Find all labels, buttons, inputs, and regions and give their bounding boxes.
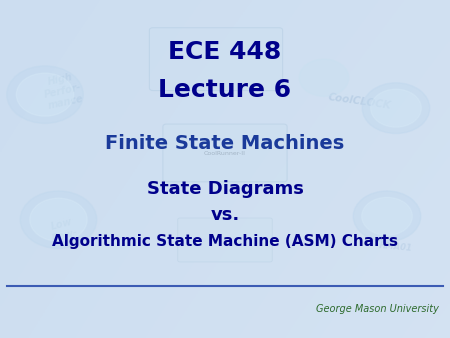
FancyBboxPatch shape: [149, 28, 283, 91]
Circle shape: [20, 191, 97, 248]
Text: Algorithmic State Machine (ASM) Charts: Algorithmic State Machine (ASM) Charts: [52, 234, 398, 249]
Circle shape: [362, 197, 412, 235]
Circle shape: [16, 73, 74, 116]
Circle shape: [299, 59, 349, 96]
Text: Lecture 6: Lecture 6: [158, 77, 292, 102]
FancyBboxPatch shape: [163, 124, 287, 182]
Text: Finite State Machines: Finite State Machines: [105, 134, 345, 153]
Text: State Diagrams: State Diagrams: [147, 180, 303, 198]
Circle shape: [353, 191, 421, 242]
Text: vs.: vs.: [211, 206, 239, 224]
Text: CoolRunner-II: CoolRunner-II: [204, 151, 246, 156]
Text: CoolCLOCK: CoolCLOCK: [328, 92, 392, 111]
Text: George Mason University: George Mason University: [316, 304, 439, 314]
FancyBboxPatch shape: [178, 218, 272, 262]
Circle shape: [371, 89, 421, 127]
Text: Low
Pow-: Low Pow-: [47, 216, 79, 244]
Circle shape: [362, 83, 430, 134]
Text: ECE 448: ECE 448: [168, 40, 282, 65]
Circle shape: [7, 66, 83, 123]
Circle shape: [30, 198, 87, 241]
Text: HMA01: HMA01: [379, 241, 413, 253]
Text: High
Perfor-
mance: High Perfor- mance: [41, 71, 85, 112]
